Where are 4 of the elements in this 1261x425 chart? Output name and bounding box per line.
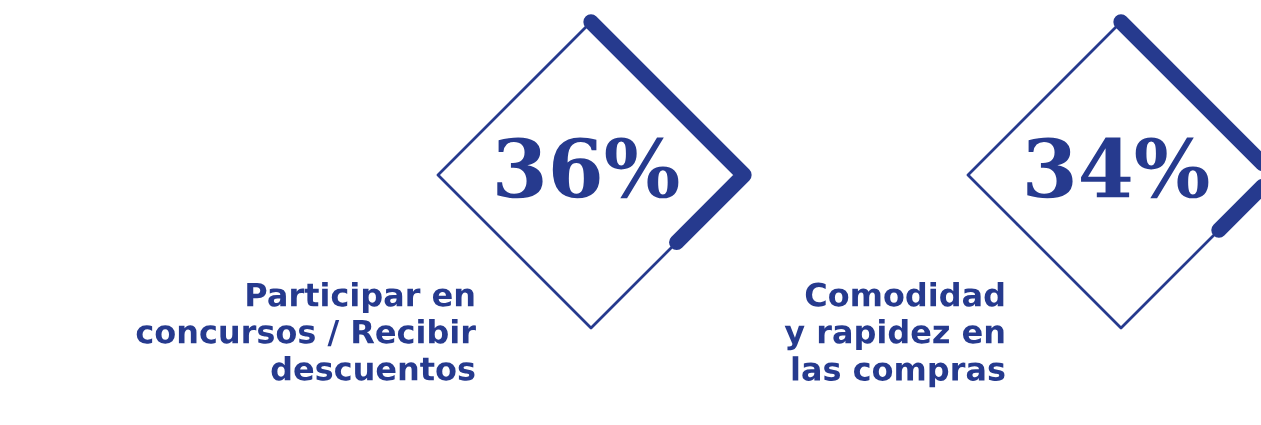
data-label: 34% bbox=[1027, 137, 1209, 199]
category-label: Participar en concursos / Recibir descuentos bbox=[136, 282, 476, 381]
data-label: 36% bbox=[497, 137, 679, 199]
category-label: Comodidad y rapidez en las compras bbox=[784, 282, 1005, 388]
